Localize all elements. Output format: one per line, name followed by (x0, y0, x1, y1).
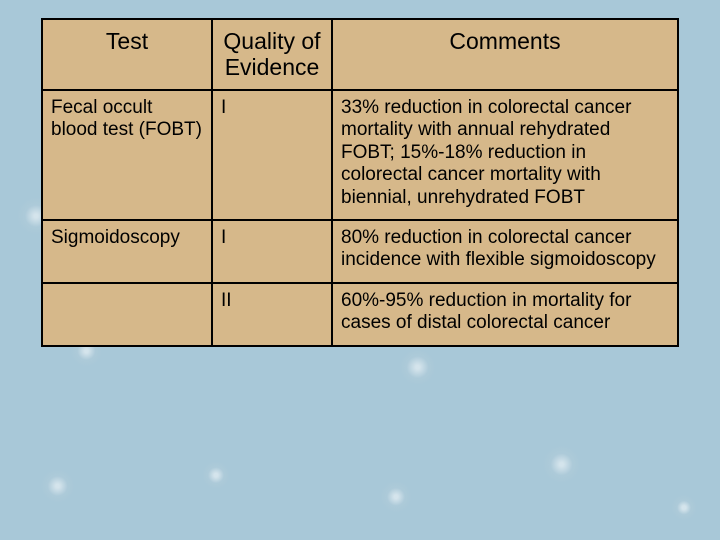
table-row: Fecal occult blood test (FOBT) I 33% red… (42, 90, 678, 220)
evidence-table: Test Quality of Evidence Comments Fecal … (41, 18, 679, 347)
cell-quality: II (212, 283, 332, 346)
slide: Test Quality of Evidence Comments Fecal … (0, 0, 720, 540)
cell-comments: 60%-95% reduction in mortality for cases… (332, 283, 678, 346)
cell-quality: I (212, 220, 332, 283)
table-row: II 60%-95% reduction in mortality for ca… (42, 283, 678, 346)
col-header-quality: Quality of Evidence (212, 19, 332, 90)
cell-quality: I (212, 90, 332, 220)
cell-test: Fecal occult blood test (FOBT) (42, 90, 212, 220)
col-header-comments: Comments (332, 19, 678, 90)
cell-comments: 33% reduction in colorectal cancer morta… (332, 90, 678, 220)
table-row: Sigmoidoscopy I 80% reduction in colorec… (42, 220, 678, 283)
table-header-row: Test Quality of Evidence Comments (42, 19, 678, 90)
cell-comments: 80% reduction in colorectal cancer incid… (332, 220, 678, 283)
cell-test (42, 283, 212, 346)
col-header-test: Test (42, 19, 212, 90)
cell-test: Sigmoidoscopy (42, 220, 212, 283)
